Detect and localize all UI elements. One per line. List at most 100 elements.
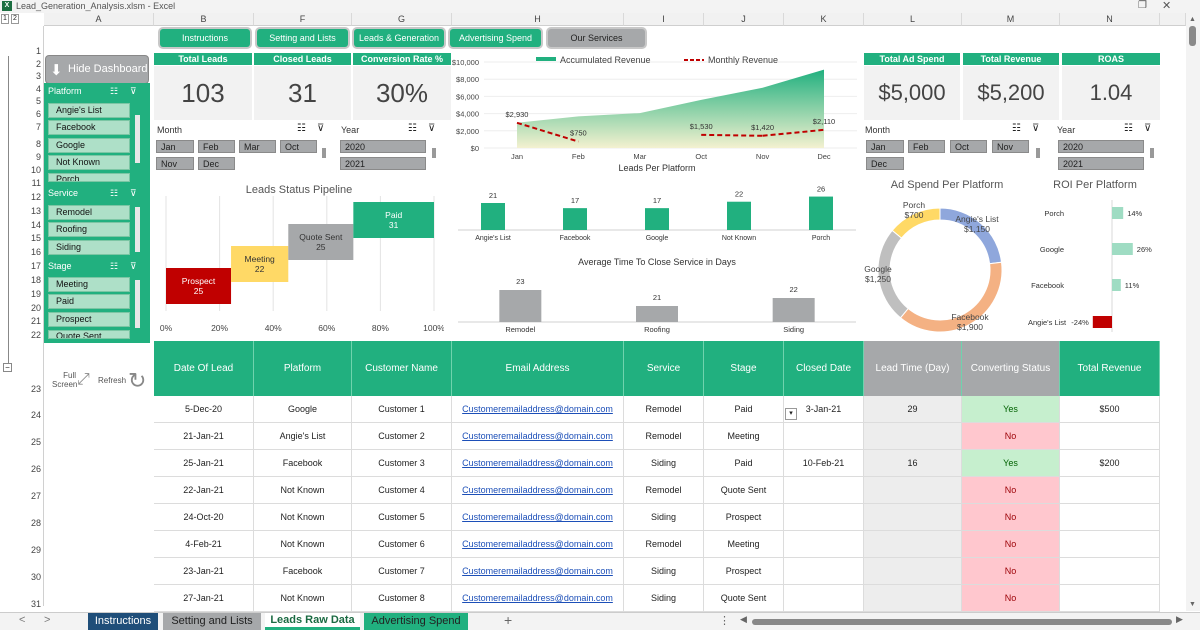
sheet-tab-advertising[interactable]: Advertising Spend — [364, 613, 468, 630]
sidebar-item-paid[interactable]: Paid — [48, 294, 130, 309]
column-header-a[interactable]: A — [44, 13, 154, 26]
year-chip-2020[interactable]: 2020 — [1058, 140, 1144, 153]
cell-date[interactable]: 24-Oct-20 — [154, 504, 254, 531]
cell-service[interactable]: Siding — [624, 558, 704, 585]
year-slicer-scrollbar[interactable] — [1150, 148, 1154, 158]
column-header-n[interactable]: N — [1060, 13, 1160, 26]
column-header-m[interactable]: M — [962, 13, 1060, 26]
vertical-scrollbar[interactable] — [1186, 13, 1200, 611]
horizontal-scroll-thumb[interactable] — [752, 619, 1172, 625]
month-chip-nov[interactable]: Nov — [992, 140, 1029, 153]
column-header-j[interactable]: J — [704, 13, 784, 26]
row-header[interactable]: 5 — [35, 96, 41, 106]
window-close-icon[interactable]: ✕ — [1162, 0, 1172, 12]
month-chip-oct[interactable]: Oct — [950, 140, 987, 153]
cell-stage[interactable]: Prospect — [704, 504, 784, 531]
row-header[interactable]: 17 — [30, 261, 41, 271]
sheet-tab-leads-raw-data[interactable]: Leads Raw Data — [265, 613, 360, 630]
cell-converting-status[interactable]: No — [962, 558, 1060, 585]
nav-instructions-button[interactable]: Instructions — [160, 29, 250, 47]
cell-converting-status[interactable]: No — [962, 504, 1060, 531]
hscroll-right-icon[interactable]: ▶ — [1176, 614, 1183, 624]
month-chip-dec[interactable]: Dec — [198, 157, 235, 170]
cell-stage[interactable]: Quote Sent — [704, 585, 784, 612]
cell-email[interactable]: Customeremailaddress@domain.com — [452, 504, 624, 531]
cell-lead-time[interactable] — [864, 531, 962, 558]
table-header-converting[interactable]: Converting Status — [962, 341, 1060, 396]
cell-converting-status[interactable]: No — [962, 585, 1060, 612]
table-header-platform[interactable]: Platform — [254, 341, 352, 396]
year-chip-2021[interactable]: 2021 — [340, 157, 426, 170]
nav-leads-button[interactable]: Leads & Generation — [354, 29, 444, 47]
stage-slicer-scrollbar[interactable] — [135, 280, 140, 328]
row-header[interactable]: 11 — [31, 178, 41, 188]
month-chip-nov[interactable]: Nov — [156, 157, 194, 170]
row-header[interactable]: 19 — [30, 289, 41, 299]
cell-date[interactable]: 21-Jan-21 — [154, 423, 254, 450]
sidebar-item-angies-list[interactable]: Angie's List — [48, 103, 130, 118]
row-header[interactable]: 16 — [30, 247, 41, 257]
table-header-email[interactable]: Email Address — [452, 341, 624, 396]
clear-filter-icon[interactable]: ⊽ — [1144, 123, 1152, 134]
scroll-down-icon[interactable]: ▼ — [1189, 601, 1196, 608]
cell-closed-date[interactable]: 10-Feb-21 — [784, 450, 864, 477]
hscroll-left-icon[interactable]: ◀ — [740, 614, 747, 624]
cell-revenue[interactable] — [1060, 585, 1160, 612]
nav-setting-button[interactable]: Setting and Lists — [257, 29, 348, 47]
scroll-up-icon[interactable]: ▲ — [1189, 16, 1196, 23]
refresh-button[interactable]: Refresh — [98, 376, 127, 385]
column-header-k[interactable]: K — [784, 13, 864, 26]
cell-stage[interactable]: Paid — [704, 396, 784, 423]
cell-stage[interactable]: Prospect — [704, 558, 784, 585]
row-header[interactable]: 9 — [35, 152, 41, 162]
full-screen-button[interactable]: Full Screen — [52, 371, 78, 389]
month-chip-jan[interactable]: Jan — [156, 140, 194, 153]
row-header[interactable]: 2 — [35, 59, 41, 69]
cell-date[interactable]: 22-Jan-21 — [154, 477, 254, 504]
clear-filter-icon[interactable]: ⊽ — [317, 123, 325, 134]
cell-platform[interactable]: Not Known — [254, 531, 352, 558]
row-header[interactable]: 6 — [35, 109, 41, 119]
multi-select-icon[interactable]: ☷ — [110, 86, 119, 96]
cell-platform[interactable]: Facebook — [254, 558, 352, 585]
cell-converting-status[interactable]: Yes — [962, 396, 1060, 423]
sheet-tab-instructions[interactable]: Instructions — [88, 613, 158, 630]
row-header[interactable]: 18 — [30, 275, 41, 285]
month-chip-feb[interactable]: Feb — [908, 140, 945, 153]
cell-customer[interactable]: Customer 2 — [352, 423, 452, 450]
row-header[interactable]: 3 — [35, 71, 41, 81]
cell-converting-status[interactable]: No — [962, 477, 1060, 504]
cell-revenue[interactable] — [1060, 504, 1160, 531]
hide-dashboard-button[interactable]: ⬇ Hide Dashboard — [46, 56, 148, 83]
row-header[interactable]: 28 — [30, 518, 41, 528]
cell-email[interactable]: Customeremailaddress@domain.com — [452, 477, 624, 504]
cell-revenue[interactable] — [1060, 423, 1160, 450]
refresh-icon[interactable]: ↻ — [128, 368, 147, 393]
column-header-b[interactable]: B — [154, 13, 254, 26]
window-restore-icon[interactable]: ❐ — [1138, 0, 1147, 11]
cell-customer[interactable]: Customer 1 — [352, 396, 452, 423]
cell-email[interactable]: Customeremailaddress@domain.com — [452, 558, 624, 585]
clear-filter-icon[interactable]: ⊽ — [130, 188, 137, 198]
row-header[interactable]: 4 — [35, 84, 41, 94]
cell-service[interactable]: Remodel — [624, 531, 704, 558]
row-header[interactable]: 29 — [30, 545, 41, 555]
row-header[interactable]: 13 — [30, 206, 41, 216]
clear-filter-icon[interactable]: ⊽ — [130, 86, 137, 96]
row-header[interactable]: 7 — [35, 122, 41, 132]
row-header[interactable]: 15 — [30, 233, 41, 243]
month-chip-mar[interactable]: Mar — [239, 140, 276, 153]
outline-level-1-button[interactable]: 1 — [1, 14, 9, 24]
row-header[interactable]: 8 — [35, 139, 41, 149]
sidebar-item-prospect[interactable]: Prospect — [48, 312, 130, 327]
multi-select-icon[interactable]: ☷ — [1012, 123, 1021, 134]
cell-converting-status[interactable]: No — [962, 531, 1060, 558]
row-header[interactable]: 26 — [30, 464, 41, 474]
sheet-tab-setting[interactable]: Setting and Lists — [163, 613, 261, 630]
more-options-icon[interactable]: ⋮ — [719, 615, 730, 627]
cell-platform[interactable]: Angie's List — [254, 423, 352, 450]
cell-lead-time[interactable]: 16 — [864, 450, 962, 477]
cell-stage[interactable]: Paid — [704, 450, 784, 477]
multi-select-icon[interactable]: ☷ — [110, 261, 119, 271]
cell-customer[interactable]: Customer 7 — [352, 558, 452, 585]
